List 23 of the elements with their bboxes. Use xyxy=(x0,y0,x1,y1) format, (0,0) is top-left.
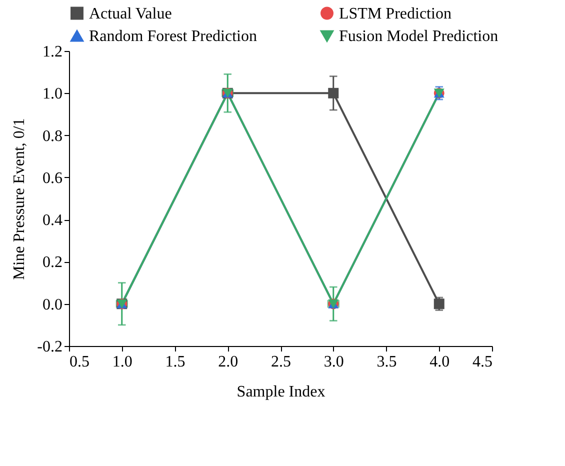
y-tick-label: 1.2 xyxy=(42,44,62,60)
y-tick-label: 0.6 xyxy=(42,170,62,187)
x-tick-label: 2.5 xyxy=(271,354,291,370)
y-tick-label: 1.0 xyxy=(42,86,62,103)
x-tick-label: 4.0 xyxy=(430,354,450,370)
legend-label: Actual Value xyxy=(89,5,172,22)
x-tick-label: 3.5 xyxy=(376,354,397,370)
y-tick-label: -0.2 xyxy=(37,338,62,356)
x-axis-title: Sample Index xyxy=(236,384,326,400)
x-tick-label: 1.5 xyxy=(165,354,186,370)
legend-label: LSTM Prediction xyxy=(339,5,452,22)
x-tick-label: 0.5 xyxy=(70,354,90,370)
y-tick-label: 0.0 xyxy=(42,296,62,314)
y-tick-label: 0.8 xyxy=(42,128,62,145)
x-tick-label: 3.0 xyxy=(324,354,344,370)
x-tick-label: 2.0 xyxy=(218,354,238,370)
y-tick-label: 0.2 xyxy=(42,254,62,272)
legend-label: Fusion Model Prediction xyxy=(339,28,498,45)
legend-label: Random Forest Prediction xyxy=(89,28,257,45)
y-axis-title: Mine Pressure Event, 0/1 xyxy=(11,118,28,280)
x-tick-label: 4.5 xyxy=(472,354,492,370)
x-tick-label: 1.0 xyxy=(112,354,132,370)
y-tick-label: 0.4 xyxy=(42,212,62,230)
